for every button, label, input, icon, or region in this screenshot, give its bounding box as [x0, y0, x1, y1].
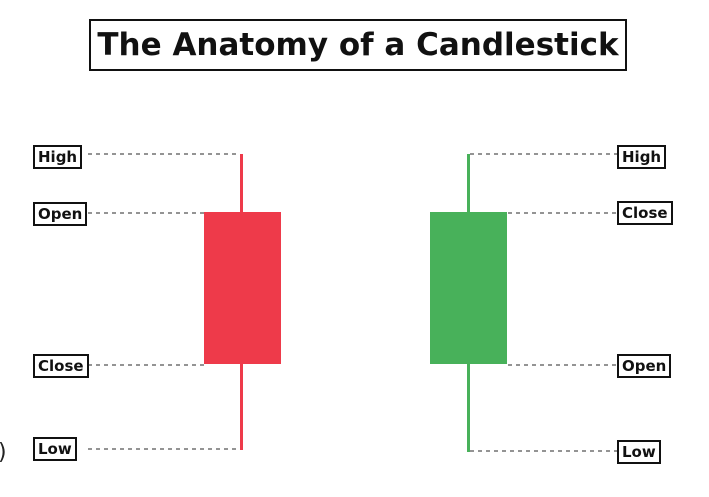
edge-parenthesis: ): [0, 440, 7, 465]
label-open-left: Open: [33, 202, 88, 226]
label-close-left: Close: [33, 354, 89, 378]
diagram-title: The Anatomy of a Candlestick: [89, 19, 627, 71]
label-close-right: Close: [617, 201, 673, 225]
label-high-left: High: [33, 145, 83, 169]
bearish-guides: [88, 153, 240, 450]
label-open-right: Open: [617, 354, 672, 378]
bearish-candle: [204, 154, 281, 450]
label-low-right: Low: [617, 440, 661, 464]
label-high-right: High: [617, 145, 667, 169]
bullish-guides: [470, 153, 617, 452]
bearish-body: [204, 212, 281, 364]
bullish-body: [430, 212, 507, 364]
label-low-left: Low: [33, 437, 77, 461]
bullish-candle: [430, 154, 507, 452]
